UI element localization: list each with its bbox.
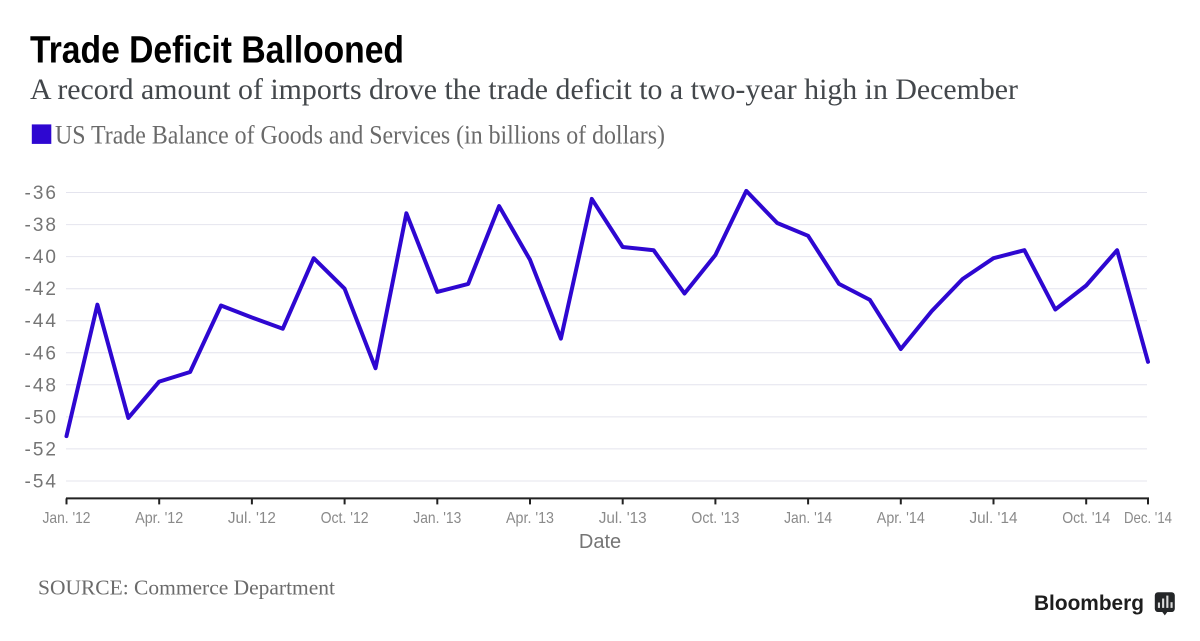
svg-text:A record amount of imports dro: A record amount of imports drove the tra… bbox=[30, 73, 1018, 106]
svg-text:Apr. '12: Apr. '12 bbox=[135, 510, 183, 527]
svg-text:US Trade Balance of Goods and: US Trade Balance of Goods and Services (… bbox=[55, 121, 665, 150]
svg-text:SOURCE: Commerce Department: SOURCE: Commerce Department bbox=[38, 576, 335, 600]
svg-text:Apr. '13: Apr. '13 bbox=[506, 510, 554, 527]
svg-text:Bloomberg: Bloomberg bbox=[1034, 592, 1144, 615]
svg-text:Jan. '12: Jan. '12 bbox=[43, 510, 91, 527]
svg-text:Jul. '12: Jul. '12 bbox=[228, 510, 276, 527]
svg-text:Oct. '12: Oct. '12 bbox=[321, 510, 369, 527]
svg-text:Dec. '14: Dec. '14 bbox=[1124, 510, 1172, 527]
svg-text:Oct. '14: Oct. '14 bbox=[1062, 510, 1110, 527]
svg-text:Jul. '13: Jul. '13 bbox=[599, 510, 647, 527]
svg-text:-36: -36 bbox=[25, 183, 58, 204]
svg-text:Jan. '14: Jan. '14 bbox=[784, 510, 832, 527]
svg-text:-40: -40 bbox=[25, 247, 58, 268]
svg-text:Apr. '14: Apr. '14 bbox=[877, 510, 925, 527]
svg-text:Trade Deficit Ballooned: Trade Deficit Ballooned bbox=[30, 30, 404, 72]
svg-text:-54: -54 bbox=[25, 472, 58, 493]
svg-text:-42: -42 bbox=[25, 279, 58, 300]
svg-text:-48: -48 bbox=[25, 375, 58, 396]
svg-text:-46: -46 bbox=[25, 343, 58, 364]
svg-text:Oct. '13: Oct. '13 bbox=[691, 510, 739, 527]
svg-text:-50: -50 bbox=[25, 407, 58, 428]
svg-text:Jul. '14: Jul. '14 bbox=[970, 510, 1018, 527]
svg-text:Jan. '13: Jan. '13 bbox=[413, 510, 461, 527]
svg-text:-44: -44 bbox=[25, 311, 58, 332]
svg-text:-38: -38 bbox=[25, 215, 58, 236]
svg-text:Date: Date bbox=[579, 531, 621, 553]
svg-text:-52: -52 bbox=[25, 439, 58, 460]
